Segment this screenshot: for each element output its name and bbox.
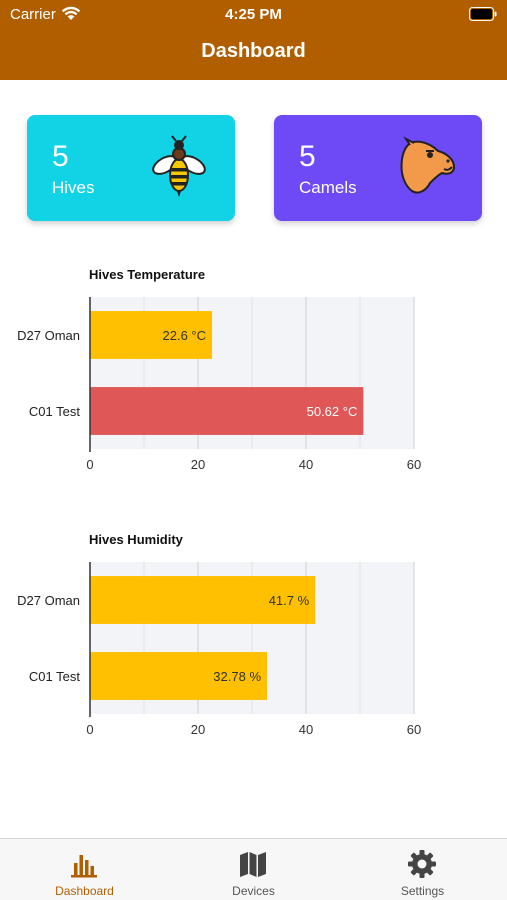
carrier-label: Carrier [10,6,56,23]
tab-devices[interactable]: Devices [169,839,338,900]
map-icon [240,852,266,877]
x-tick-label: 60 [407,722,421,737]
chart-title: Hives Humidity [89,532,183,547]
hives-summary-card[interactable]: 5 Hives [27,115,235,221]
bee-icon [152,135,206,197]
bar [90,311,213,359]
x-tick-label: 40 [299,457,313,472]
x-tick-label: 0 [86,722,93,737]
bar-value-label: 50.62 °C [307,404,358,419]
camels-summary-card[interactable]: 5 Camels [274,115,482,221]
temperature-chart: Hives Temperature 0 20 40 60 22.6 °C D27 Oman… [0,262,507,472]
hives-label: Hives [52,178,95,197]
category-label: C01 Test [29,669,80,684]
tab-label: Devices [232,884,275,898]
status-bar: Carrier 4:25 PM [0,0,507,28]
page-title: Dashboard [201,40,306,62]
x-tick-label: 20 [191,722,205,737]
camels-count: 5 [299,140,316,173]
temperature-chart-svg: 0 20 40 60 22.6 °C D27 Oman 50.62 °C C01 Test [17,297,421,472]
camel-icon [400,136,456,194]
bar [90,576,316,624]
x-tick-label: 60 [407,457,421,472]
x-tick-label: 40 [299,722,313,737]
tab-settings[interactable]: Settings [338,839,507,900]
category-label: D27 Oman [17,328,80,343]
tab-bar: Dashboard Devices Settings [0,838,507,900]
camels-label: Camels [299,178,357,197]
wifi-icon [61,6,81,20]
bar [90,387,364,435]
tab-dashboard[interactable]: Dashboard [0,839,169,900]
humidity-chart: Hives Humidity 0 20 40 60 41.7 % D27 Oman 32.7… [0,527,507,737]
category-label: D27 Oman [17,593,80,608]
bar-value-label: 32.78 % [213,669,261,684]
gear-icon [408,850,436,878]
x-tick-label: 20 [191,457,205,472]
status-time: 4:25 PM [225,6,282,23]
tab-label: Settings [400,884,445,898]
battery-icon [469,7,497,21]
chart-title: Hives Temperature [89,267,206,282]
app-header: Carrier 4:25 PM Dashboard [0,0,507,80]
tab-label: Dashboard [55,884,114,898]
category-label: C01 Test [29,404,80,419]
hives-count: 5 [52,140,69,173]
humidity-chart-svg: 0 20 40 60 41.7 % D27 Oman 32.78 % C01 Test [17,562,421,737]
bar-value-label: 41.7 % [269,593,310,608]
x-tick-label: 0 [86,457,93,472]
bar [90,652,268,700]
bar-value-label: 22.6 °C [163,328,207,343]
bar-chart-icon [71,855,97,878]
